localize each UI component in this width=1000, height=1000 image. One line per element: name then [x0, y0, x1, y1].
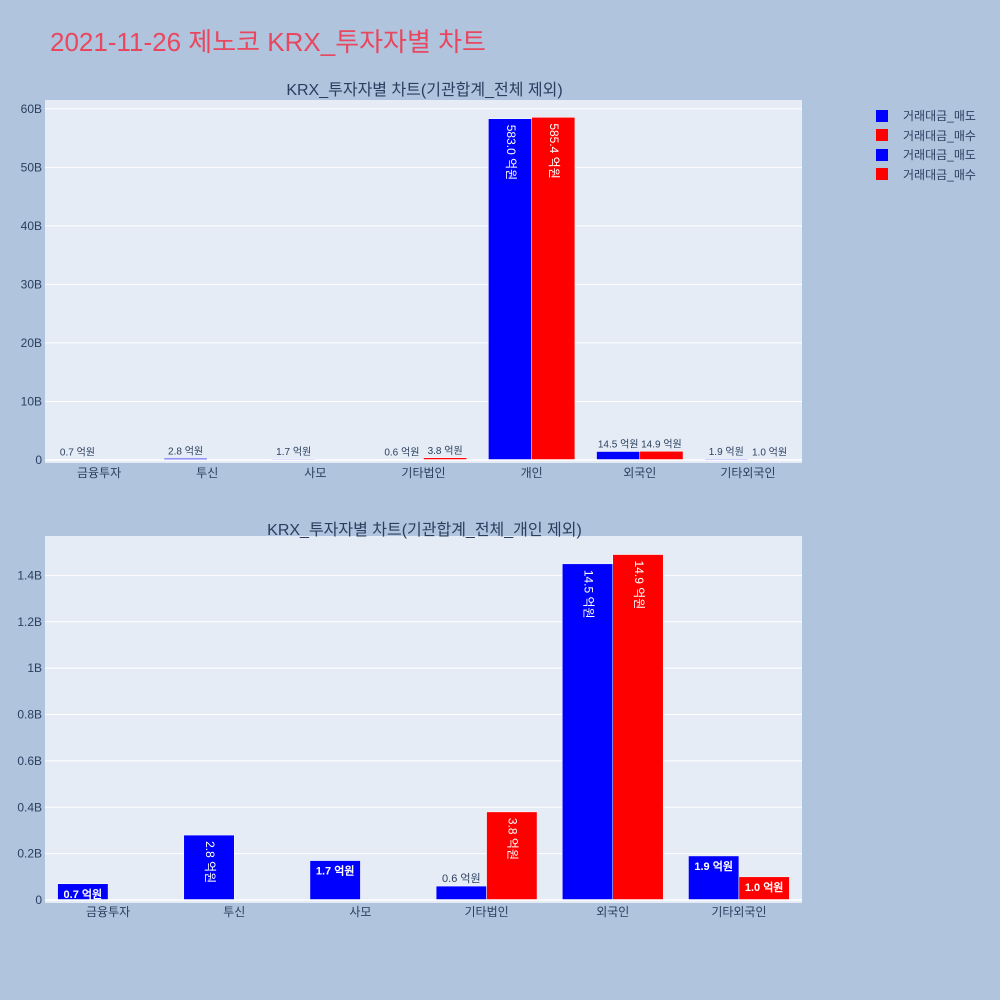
legend-label: 거래대금_매수 [903, 128, 976, 143]
data-label: 1.7 억원 [276, 446, 311, 458]
data-label: 14.5 억원 [598, 439, 639, 451]
data-label: 14.9 억원 [641, 438, 682, 450]
y-tick-label: 0 [35, 453, 42, 467]
page-title: 2021-11-26 제노코 KRX_투자자별 차트 [50, 27, 486, 57]
y-tick-label: 1.4B [17, 568, 42, 582]
data-label: 1.0 억원 [745, 880, 784, 894]
legend-item[interactable]: 거래대금_매도 [876, 106, 976, 126]
data-label: 3.8 억원 [506, 818, 520, 860]
data-label: 2.8 억원 [168, 445, 203, 457]
bar-sell [435, 885, 487, 901]
category-label: 외국인 [596, 905, 629, 919]
category-label: 기타법인 [464, 905, 508, 919]
chart-title: KRX_투자자별 차트(기관합계_전체 제외) [286, 81, 562, 99]
y-tick-label: 20B [21, 336, 42, 350]
data-label: 1.9 억원 [694, 859, 733, 873]
category-label: 사모 [349, 905, 371, 919]
legend-item[interactable]: 거래대금_매수 [876, 165, 976, 185]
bar-sell [183, 834, 235, 901]
y-tick-label: 0.8B [17, 708, 42, 722]
legend-swatch [876, 148, 888, 161]
data-label: 0.6 억원 [442, 872, 481, 885]
chart-title: KRX_투자자별 차트(기관합계_전체_개인 제외) [267, 521, 582, 539]
bar-sell [488, 118, 532, 461]
data-label: 14.9 억원 [632, 561, 646, 610]
plot-area [45, 100, 802, 463]
y-tick-label: 1.2B [17, 615, 42, 629]
legend[interactable]: 거래대금_매도 거래대금_매수 거래대금_매도 거래대금_매수 [876, 106, 976, 184]
category-label: 금융투자 [77, 466, 121, 480]
category-label: 투신 [223, 905, 245, 919]
y-tick-label: 0 [35, 893, 42, 907]
category-label: 외국인 [623, 466, 656, 480]
bar-buy [486, 811, 538, 901]
category-label: 기타외국인 [720, 466, 775, 480]
y-tick-label: 60B [21, 102, 42, 116]
legend-swatch [876, 129, 888, 142]
y-tick-label: 30B [21, 277, 42, 291]
y-tick-label: 50B [21, 160, 42, 174]
data-label: 3.8 억원 [428, 445, 463, 457]
bar-sell [562, 563, 613, 901]
bar-sell [309, 860, 361, 901]
data-label: 14.5 억원 [581, 570, 595, 619]
legend-label: 거래대금_매수 [903, 167, 976, 182]
data-label: 0.6 억원 [384, 447, 419, 459]
category-label: 기타법인 [401, 466, 445, 480]
bar-buy [639, 451, 684, 461]
category-label: 사모 [304, 466, 326, 480]
y-tick-label: 1B [27, 661, 42, 675]
legend-item[interactable]: 거래대금_매도 [876, 145, 976, 165]
legend-swatch [876, 168, 888, 181]
y-tick-label: 0.6B [17, 754, 42, 768]
legend-label: 거래대금_매도 [903, 148, 976, 163]
data-label: 0.7 억원 [64, 887, 103, 901]
data-label: 585.4 억원 [547, 123, 561, 178]
data-label: 2.8 억원 [203, 841, 217, 883]
data-label: 1.9 억원 [709, 446, 744, 458]
y-tick-label: 10B [21, 394, 42, 408]
bar-sell [688, 855, 740, 901]
data-label: 1.0 억원 [752, 446, 787, 458]
bar-buy [612, 554, 664, 901]
bar-buy [531, 117, 576, 461]
data-label: 1.7 억원 [316, 864, 355, 878]
y-tick-label: 40B [21, 219, 42, 233]
category-label: 기타외국인 [711, 905, 766, 919]
data-label: 0.7 억원 [60, 447, 95, 459]
category-label: 개인 [521, 466, 543, 480]
category-label: 금융투자 [86, 905, 130, 919]
legend-swatch [876, 109, 888, 122]
plot-area [45, 536, 802, 903]
y-tick-label: 0.4B [17, 800, 42, 814]
y-tick-label: 0.2B [17, 847, 42, 861]
category-label: 투신 [196, 466, 218, 480]
bar-sell [596, 451, 641, 461]
legend-label: 거래대금_매도 [903, 109, 976, 124]
legend-item[interactable]: 거래대금_매수 [876, 126, 976, 146]
data-label: 583.0 억원 [504, 125, 518, 180]
